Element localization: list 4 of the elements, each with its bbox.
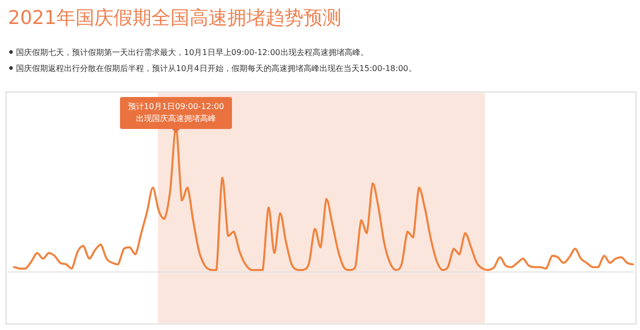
text: 国庆假期七天，预计假期第一天出行需求最大，10月1日早上09:00-12:00出现去程高速拥堵高峰。: [16, 48, 368, 57]
text: 国庆假期返程出行分散在假期后半程，预计从10月4日开始，假期每天的高速拥堵高峰出现在当天15:00-18:00。: [16, 64, 416, 73]
annotation: 预计10月1日09:00-12:00 出现国庆高速拥堵高峰: [128, 102, 224, 123]
chart-title: 2021年国庆假期全国高速拥堵趋势预测: [8, 7, 342, 29]
